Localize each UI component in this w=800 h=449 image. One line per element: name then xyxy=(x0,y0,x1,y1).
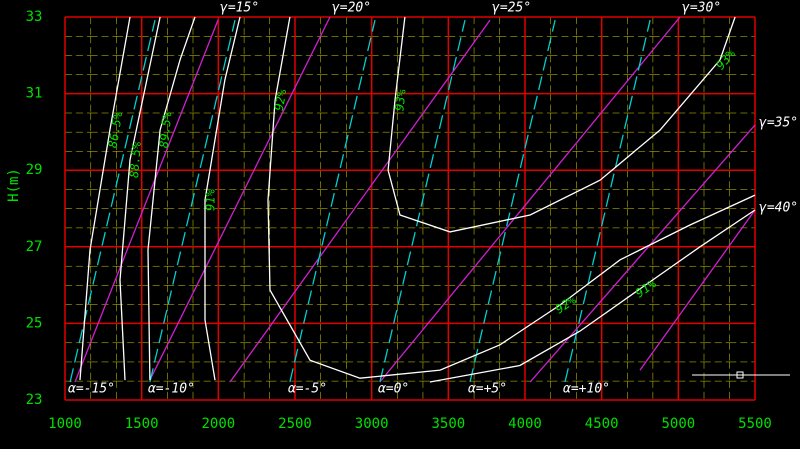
alpha-label: α=-15° xyxy=(68,382,115,397)
efficiency-label: 86.5% xyxy=(106,110,126,149)
series-line xyxy=(639,209,756,371)
efficiency-label: 92% xyxy=(272,87,290,112)
series-line xyxy=(147,16,196,381)
x-tick-label: 5500 xyxy=(738,416,772,432)
x-tick-label: 4000 xyxy=(508,416,542,432)
grid xyxy=(64,16,756,401)
gamma-label: γ=25° xyxy=(492,1,531,16)
x-tick-label: 3000 xyxy=(355,416,389,432)
gamma-label: γ=15° xyxy=(220,1,259,16)
efficiency-label: 88.5% xyxy=(127,140,144,178)
x-tick-label: 3500 xyxy=(431,416,465,432)
series-line xyxy=(289,19,376,383)
alpha-label: α=-10° xyxy=(148,382,195,397)
series-line xyxy=(79,16,131,381)
alpha-label: α=0° xyxy=(378,382,409,397)
x-tick-label: 5000 xyxy=(661,416,695,432)
series-line xyxy=(564,19,651,383)
y-tick-label: 23 xyxy=(26,392,43,408)
series-line xyxy=(429,209,756,383)
y-tick-label: 31 xyxy=(26,86,43,102)
alpha-label: α=-5° xyxy=(288,382,327,397)
x-tick-label: 1500 xyxy=(125,416,159,432)
minor-grid xyxy=(65,17,755,400)
efficiency-label: 89.5% xyxy=(157,111,175,149)
series-line xyxy=(379,19,466,383)
series-line xyxy=(229,19,491,383)
x-tick-label: 2500 xyxy=(278,416,312,432)
gamma-label: γ=40° xyxy=(759,201,798,216)
gamma-label: γ=30° xyxy=(682,1,721,16)
gamma-label: γ=35° xyxy=(759,116,798,131)
y-tick-label: 27 xyxy=(26,239,43,255)
gamma-label: γ=20° xyxy=(332,1,371,16)
y-tick-label: 33 xyxy=(26,9,43,25)
lines xyxy=(69,16,756,383)
y-tick-label: 25 xyxy=(26,315,43,331)
series-line xyxy=(387,16,736,233)
series-line xyxy=(74,19,219,383)
y-axis-label: H(m) xyxy=(6,168,22,202)
series-line xyxy=(204,16,241,381)
series-line xyxy=(469,19,556,383)
series-line xyxy=(529,124,756,383)
series-line xyxy=(267,16,756,379)
series-line xyxy=(149,19,236,383)
alpha-label: α=+10° xyxy=(563,382,610,397)
x-tick-label: 2000 xyxy=(201,416,235,432)
series-line xyxy=(119,16,161,381)
cursor-box xyxy=(736,371,744,379)
efficiency-label: 91% xyxy=(203,189,217,211)
labels: 1000 1500 2000 2500 3000 3500 4000 4500 5000 5500… xyxy=(26,1,799,433)
series-line xyxy=(379,16,681,383)
efficiency-label: 93% xyxy=(392,88,409,112)
y-tick-label: 29 xyxy=(26,162,43,178)
series-line xyxy=(149,16,331,381)
x-tick-label: 1000 xyxy=(48,416,82,432)
alpha-label: α=+5° xyxy=(468,382,507,397)
x-tick-label: 4500 xyxy=(585,416,619,432)
